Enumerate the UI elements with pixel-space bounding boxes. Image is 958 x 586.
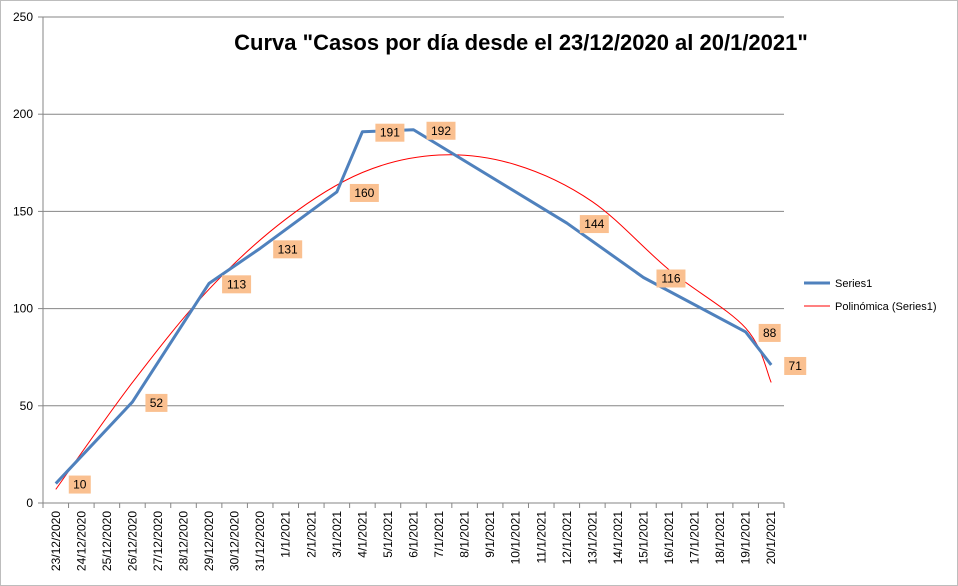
x-tick-label: 8/1/2021 [458,511,472,558]
data-label-value: 10 [73,478,87,492]
x-tick-label: 15/1/2021 [636,511,650,565]
data-label-box [656,269,686,288]
y-tick-label: 100 [13,302,33,316]
y-axis-ticks: 0 50 100 150 200 250 [13,10,43,510]
legend-label-trendline: Polinómica (Series1) [835,301,936,313]
y-tick-label: 250 [13,10,33,24]
x-tick-label: 29/12/2020 [202,511,216,571]
y-tick-label: 150 [13,204,33,218]
x-tick-label: 17/1/2021 [688,511,702,565]
x-tick-label: 13/1/2021 [585,511,599,565]
x-tick-label: 6/1/2021 [407,511,421,558]
x-tick-label: 3/1/2021 [330,511,344,558]
data-label-value: 131 [278,242,298,256]
data-label-value: 160 [354,186,374,200]
x-tick-label: 25/12/2020 [100,511,114,571]
data-label-value: 144 [584,217,604,231]
x-tick-label: 31/12/2020 [253,511,267,571]
x-tick-label: 28/12/2020 [177,511,191,571]
y-tick-label: 50 [20,399,34,413]
data-label-value: 88 [763,326,777,340]
data-label-box [758,323,781,342]
axes [42,17,784,504]
data-label-box [784,356,807,375]
data-label-value: 52 [150,396,164,410]
data-label-value: 192 [431,124,451,138]
data-label-value: 113 [227,277,246,291]
y-tick-label: 200 [13,107,33,121]
data-label: 131 [273,240,303,259]
data-labels: 10 52 113 131 160 191 192 144 116 88 71 [68,121,807,494]
data-label-box [375,123,405,142]
series-layer [54,128,773,490]
x-tick-label: 24/12/2020 [74,511,88,571]
x-tick-label: 30/12/2020 [228,511,242,571]
data-label: 116 [656,269,686,288]
legend-label-series1: Series1 [835,278,872,290]
x-tick-label: 14/1/2021 [611,511,625,565]
y-tick-label: 0 [26,496,33,510]
data-label: 10 [68,475,91,494]
data-label: 191 [375,123,405,142]
data-label-box [579,215,609,234]
x-tick-label: 27/12/2020 [151,511,165,571]
x-tick-label: 9/1/2021 [483,511,497,558]
legend: Series1 Polinómica (Series1) [804,278,936,313]
series-line-series1 [54,128,773,485]
data-label: 113 [222,275,252,294]
data-label-value: 116 [661,271,680,285]
data-label-value: 71 [789,359,803,373]
data-label: 160 [349,183,379,202]
x-tick-label: 2/1/2021 [304,511,318,558]
data-label-box [273,240,303,259]
x-tick-label: 10/1/2021 [509,511,523,565]
data-label-value: 191 [380,126,400,140]
data-label: 71 [784,356,807,375]
x-tick-label: 4/1/2021 [355,511,369,558]
x-tick-label: 20/1/2021 [764,511,778,565]
data-label-box [145,393,168,412]
x-axis-ticks: 23/12/2020 24/12/2020 25/12/2020 26/12/2020… [42,503,785,571]
chart-title: Curva "Casos por día desde el 23/12/2020… [234,30,808,55]
x-tick-label: 11/1/2021 [534,511,548,564]
data-label: 144 [579,215,609,234]
data-label-box [426,121,456,140]
x-tick-label: 12/1/2021 [560,511,574,565]
x-tick-label: 1/1/2021 [279,511,293,558]
data-label: 88 [758,323,781,342]
x-tick-label: 19/1/2021 [739,511,753,565]
gridlines [43,16,784,407]
x-tick-label: 5/1/2021 [381,511,395,558]
x-tick-label: 16/1/2021 [662,511,676,565]
x-tick-label: 7/1/2021 [432,511,446,558]
x-tick-label: 26/12/2020 [125,511,139,571]
x-tick-label: 18/1/2021 [713,511,727,565]
trendline-polynomial [55,154,772,490]
data-label-box [349,183,379,202]
data-label-box [68,475,91,494]
data-label: 52 [145,393,168,412]
x-tick-label: 23/12/2020 [49,511,63,571]
data-label-box [222,275,252,294]
data-label: 192 [426,121,456,140]
